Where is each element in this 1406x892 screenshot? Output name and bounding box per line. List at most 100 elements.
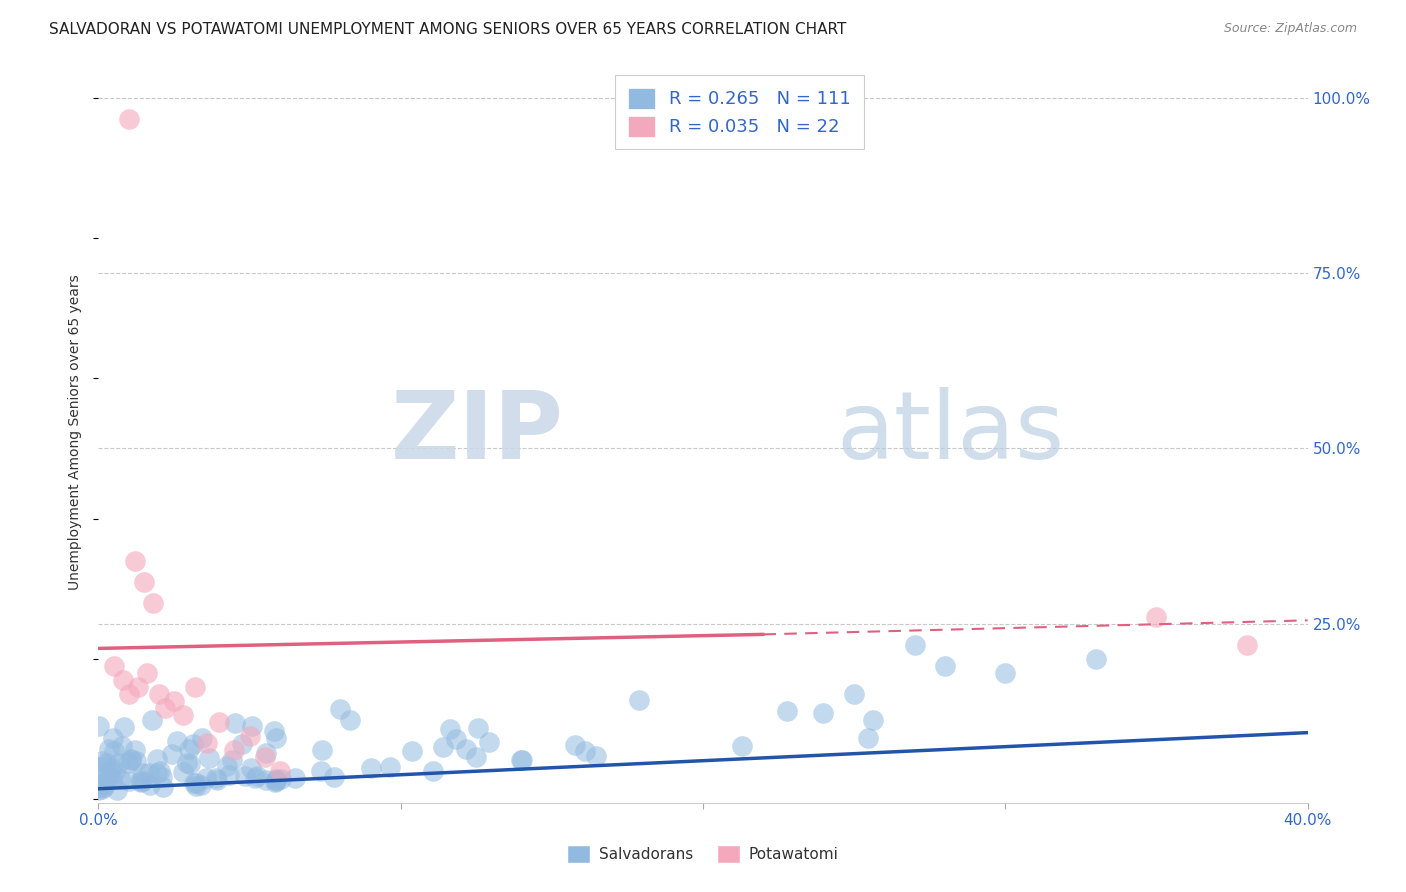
Point — [264, 772, 287, 786]
Point — [240, 761, 263, 775]
Point — [87, 772, 110, 786]
Point — [132, 773, 155, 788]
Point — [862, 713, 884, 727]
Point — [127, 680, 149, 694]
Point — [585, 748, 607, 763]
Point — [179, 757, 201, 772]
Point — [132, 765, 155, 780]
Point — [87, 782, 110, 797]
Point — [284, 771, 307, 785]
Point — [246, 769, 269, 783]
Point — [239, 729, 262, 743]
Text: atlas: atlas — [837, 386, 1064, 479]
Point — [254, 746, 277, 760]
Point — [731, 739, 754, 753]
Point — [190, 778, 212, 792]
Point — [107, 756, 129, 771]
Point — [1085, 652, 1108, 666]
Point — [166, 734, 188, 748]
Point — [93, 780, 115, 795]
Point — [444, 732, 467, 747]
Point — [118, 773, 141, 788]
Point — [776, 704, 799, 718]
Point — [264, 773, 287, 788]
Point — [224, 715, 246, 730]
Point — [141, 714, 163, 728]
Point — [90, 760, 112, 774]
Point — [100, 761, 122, 775]
Point — [90, 777, 112, 791]
Point — [97, 770, 120, 784]
Point — [217, 759, 239, 773]
Point — [422, 764, 444, 778]
Point — [163, 694, 186, 708]
Point — [101, 731, 124, 745]
Point — [380, 759, 402, 773]
Point — [263, 724, 285, 739]
Point — [627, 693, 650, 707]
Point — [574, 744, 596, 758]
Y-axis label: Unemployment Among Seniors over 65 years: Unemployment Among Seniors over 65 years — [69, 275, 83, 591]
Point — [510, 753, 533, 767]
Point — [339, 713, 361, 727]
Point — [121, 752, 143, 766]
Point — [478, 735, 501, 749]
Point — [111, 673, 134, 687]
Point — [856, 731, 879, 745]
Point — [176, 756, 198, 771]
Point — [329, 702, 352, 716]
Point — [904, 638, 927, 652]
Point — [120, 753, 142, 767]
Point — [181, 737, 204, 751]
Point — [94, 756, 117, 770]
Point — [150, 770, 173, 784]
Point — [103, 764, 125, 778]
Point — [270, 772, 292, 787]
Point — [240, 719, 263, 733]
Point — [186, 779, 208, 793]
Point — [1236, 638, 1258, 652]
Point — [138, 766, 160, 780]
Point — [103, 659, 125, 673]
Point — [934, 659, 956, 673]
Point — [118, 687, 141, 701]
Point — [128, 773, 150, 788]
Point — [467, 722, 489, 736]
Point — [224, 743, 246, 757]
Point — [254, 772, 277, 787]
Point — [132, 574, 155, 589]
Point — [103, 744, 125, 758]
Point — [311, 743, 333, 757]
Point — [177, 741, 200, 756]
Point — [160, 747, 183, 761]
Point — [153, 701, 176, 715]
Text: SALVADORAN VS POTAWATOMI UNEMPLOYMENT AMONG SENIORS OVER 65 YEARS CORRELATION CH: SALVADORAN VS POTAWATOMI UNEMPLOYMENT AM… — [49, 22, 846, 37]
Point — [243, 771, 266, 785]
Point — [91, 754, 114, 768]
Point — [117, 756, 139, 771]
Point — [218, 767, 240, 781]
Point — [138, 778, 160, 792]
Point — [253, 750, 276, 764]
Point — [149, 764, 172, 778]
Point — [118, 112, 141, 126]
Point — [87, 718, 110, 732]
Point — [97, 742, 120, 756]
Point — [125, 755, 148, 769]
Point — [564, 738, 586, 752]
Point — [98, 764, 121, 778]
Point — [205, 773, 228, 788]
Point — [269, 764, 291, 779]
Point — [464, 749, 486, 764]
Point — [129, 774, 152, 789]
Point — [94, 776, 117, 790]
Legend: Salvadorans, Potawatomi: Salvadorans, Potawatomi — [561, 839, 845, 869]
Point — [323, 770, 346, 784]
Point — [101, 772, 124, 786]
Point — [1144, 610, 1167, 624]
Point — [264, 774, 287, 789]
Point — [152, 780, 174, 794]
Point — [191, 731, 214, 745]
Text: Source: ZipAtlas.com: Source: ZipAtlas.com — [1223, 22, 1357, 36]
Point — [360, 761, 382, 775]
